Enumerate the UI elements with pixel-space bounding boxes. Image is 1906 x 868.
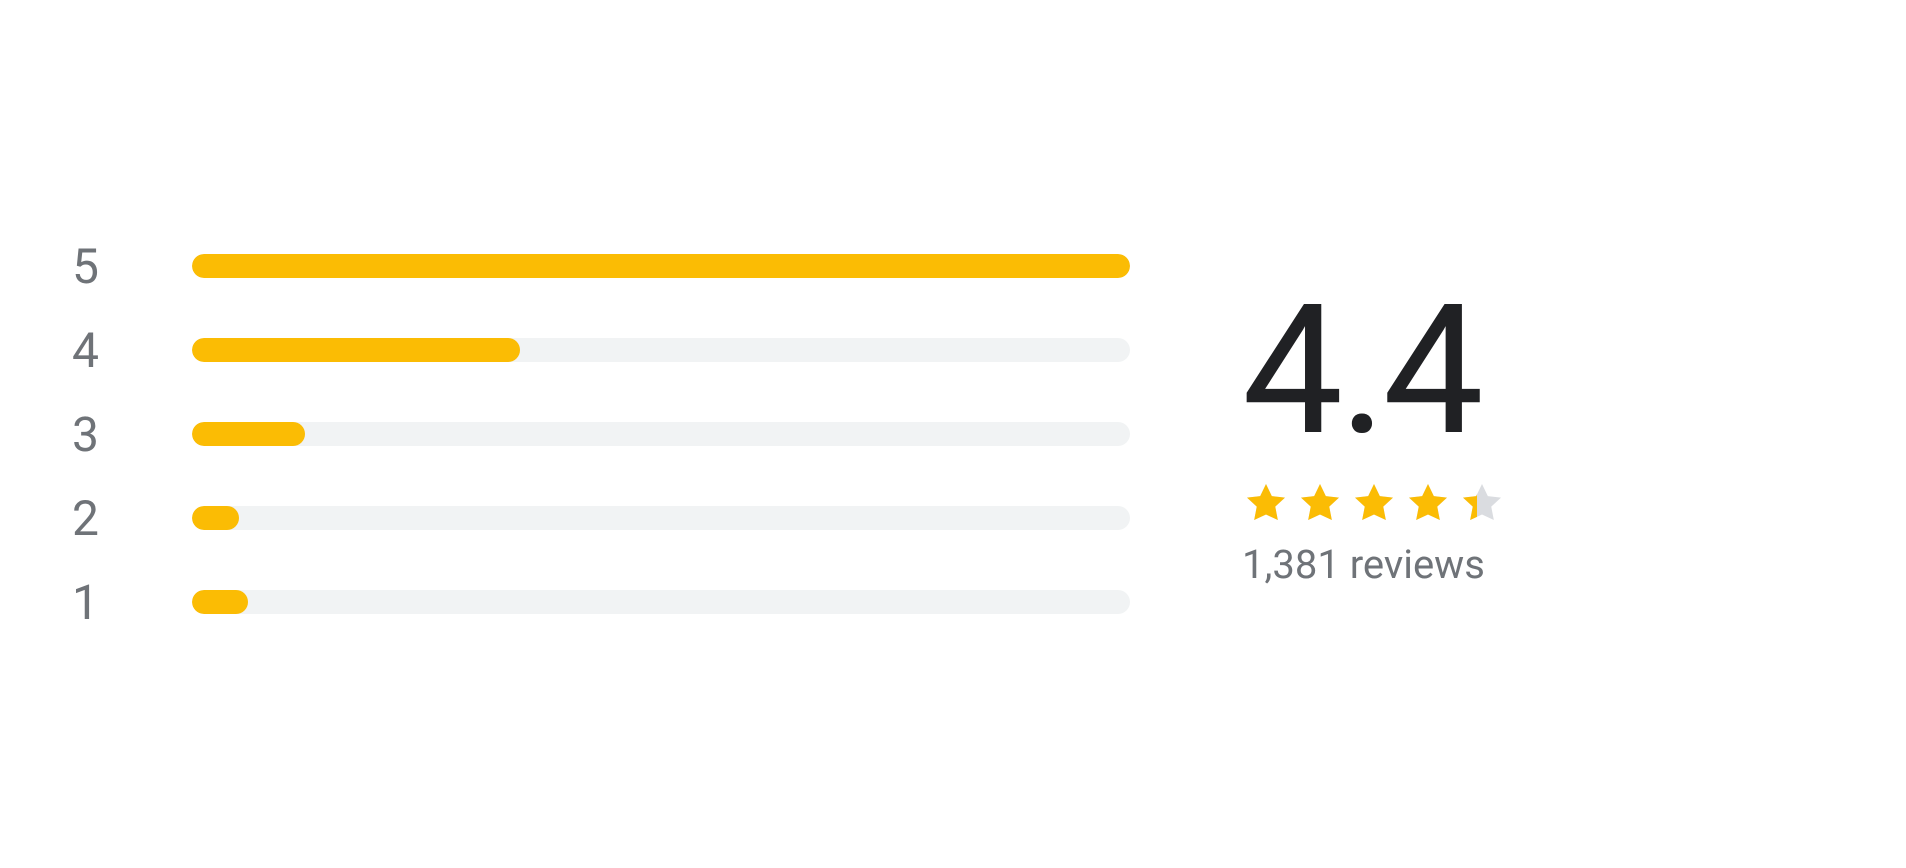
rating-bar-fill <box>192 422 305 446</box>
rating-summary-widget: 5 4 3 2 1 4.4 1,381 reviews <box>0 0 1906 868</box>
rating-bar-fill <box>192 590 248 614</box>
rating-bar-label: 4 <box>72 322 192 379</box>
star-icon <box>1296 479 1344 527</box>
rating-bar-label: 3 <box>72 406 192 463</box>
star-icon <box>1242 479 1290 527</box>
rating-bar-track <box>192 506 1130 530</box>
rating-bar-label: 2 <box>72 490 192 547</box>
rating-bar-fill <box>192 506 239 530</box>
rating-bar-fill <box>192 338 520 362</box>
rating-bar-track <box>192 338 1130 362</box>
rating-bar-fill <box>192 254 1130 278</box>
star-icon <box>1350 479 1398 527</box>
rating-bar-row: 4 <box>72 308 1152 392</box>
rating-bar-track <box>192 422 1130 446</box>
star-icon <box>1404 479 1452 527</box>
rating-bar-row: 3 <box>72 392 1152 476</box>
rating-bar-row: 5 <box>72 224 1152 308</box>
star-icon <box>1458 479 1506 527</box>
average-score: 4.4 <box>1242 281 1480 461</box>
review-count: 1,381 reviews <box>1242 541 1485 588</box>
rating-bar-track <box>192 254 1130 278</box>
rating-bar-label: 1 <box>72 574 192 631</box>
rating-bar-label: 5 <box>72 238 192 295</box>
rating-bar-row: 1 <box>72 560 1152 644</box>
rating-summary: 4.4 1,381 reviews <box>1242 281 1506 588</box>
rating-bar-row: 2 <box>72 476 1152 560</box>
rating-distribution-bars: 5 4 3 2 1 <box>72 224 1152 644</box>
star-rating <box>1242 479 1506 527</box>
rating-bar-track <box>192 590 1130 614</box>
